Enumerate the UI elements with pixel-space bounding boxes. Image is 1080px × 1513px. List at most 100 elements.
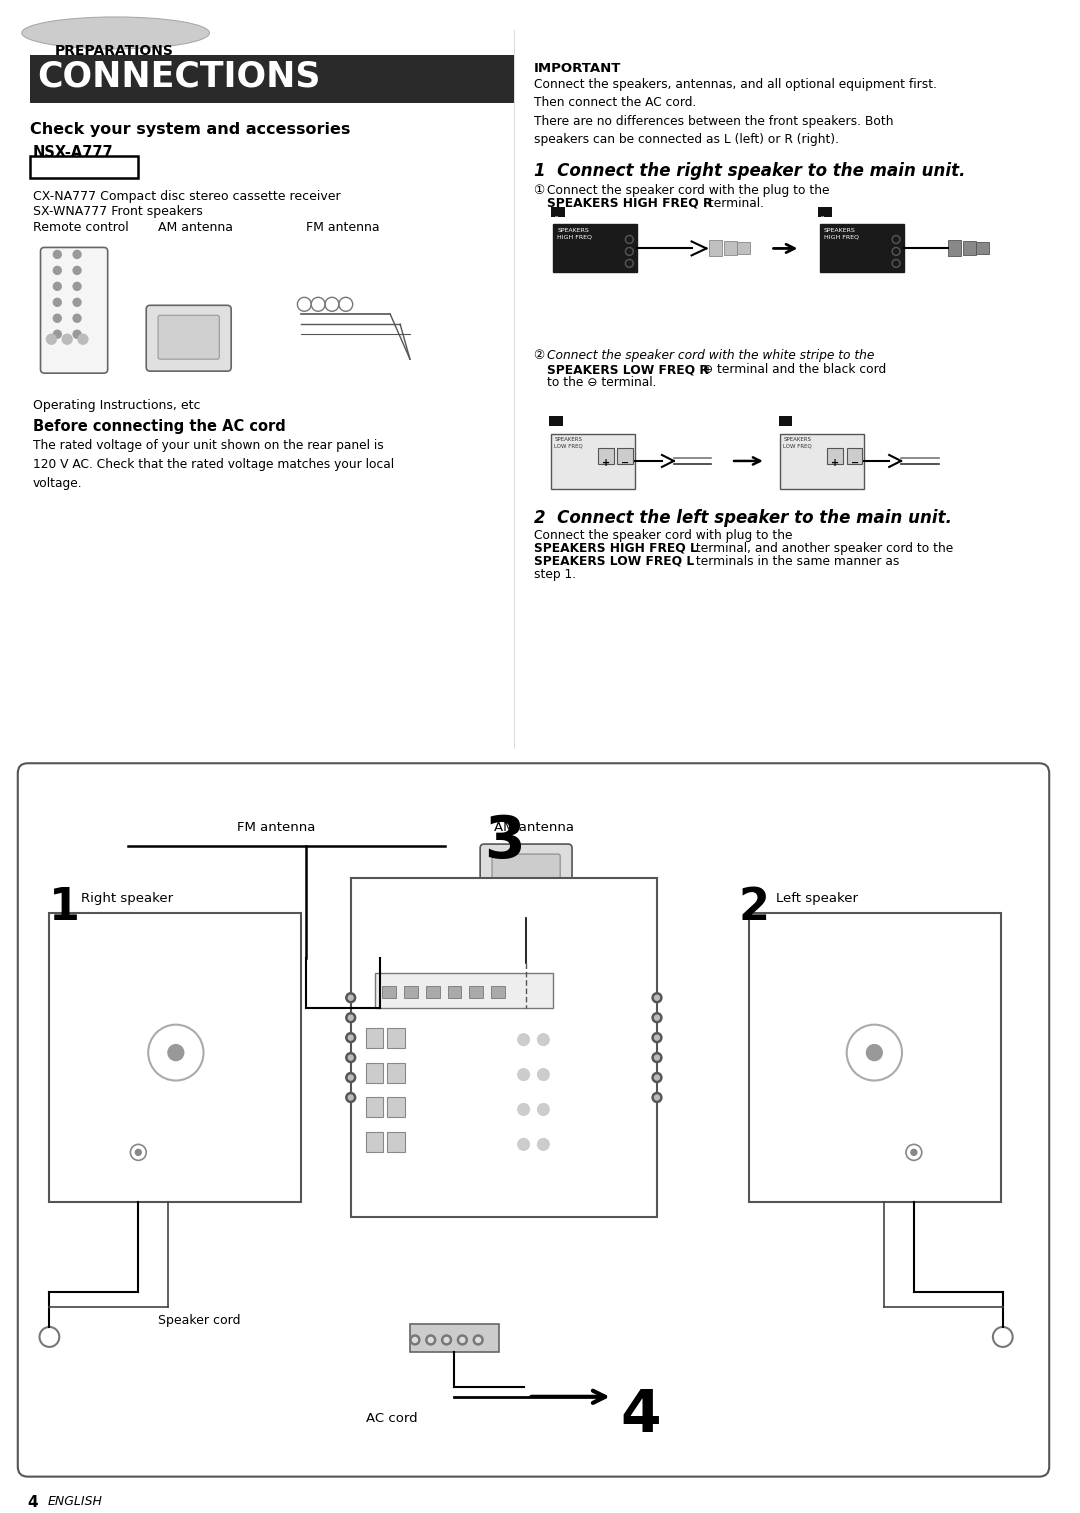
Text: Check your system and accessories: Check your system and accessories <box>29 121 350 136</box>
Text: Left speaker: Left speaker <box>775 893 858 905</box>
Circle shape <box>625 248 633 256</box>
Circle shape <box>893 260 899 266</box>
Text: SPEAKERS LOW FREQ R: SPEAKERS LOW FREQ R <box>548 363 710 377</box>
Circle shape <box>652 1073 662 1082</box>
Text: ②: ② <box>534 350 544 362</box>
Circle shape <box>73 251 81 259</box>
Text: +: + <box>602 458 610 468</box>
Bar <box>50 912 301 1203</box>
Circle shape <box>429 1337 433 1342</box>
FancyBboxPatch shape <box>41 248 108 374</box>
Bar <box>847 448 863 464</box>
Circle shape <box>654 1076 660 1080</box>
Text: Operating Instructions, etc: Operating Instructions, etc <box>32 399 200 412</box>
Bar <box>779 416 793 427</box>
Bar <box>491 986 504 997</box>
Circle shape <box>538 1068 550 1080</box>
FancyBboxPatch shape <box>17 763 1049 1477</box>
Circle shape <box>654 996 660 1000</box>
Text: ①: ① <box>534 183 544 197</box>
Circle shape <box>892 236 900 244</box>
Circle shape <box>654 1055 660 1061</box>
Bar <box>382 986 396 997</box>
Text: 3: 3 <box>484 812 525 870</box>
Circle shape <box>135 1150 141 1156</box>
Circle shape <box>538 1138 550 1150</box>
Circle shape <box>53 283 62 290</box>
Text: Connect the speaker cord with plug to the: Connect the speaker cord with plug to th… <box>534 528 796 542</box>
Text: terminal.: terminal. <box>705 197 765 210</box>
Bar <box>29 156 138 177</box>
Text: AC cord: AC cord <box>365 1412 417 1425</box>
Circle shape <box>654 1015 660 1020</box>
Bar <box>388 1097 405 1118</box>
Text: SPEAKERS HIGH FREQ L: SPEAKERS HIGH FREQ L <box>534 542 698 555</box>
Bar <box>426 986 440 997</box>
Text: Remote control: Remote control <box>32 221 129 235</box>
Text: R: R <box>554 215 558 221</box>
Text: 2  Connect the left speaker to the main unit.: 2 Connect the left speaker to the main u… <box>534 508 951 527</box>
FancyBboxPatch shape <box>492 853 561 909</box>
Circle shape <box>348 1015 353 1020</box>
Circle shape <box>652 993 662 1003</box>
Circle shape <box>652 1053 662 1062</box>
Circle shape <box>654 1035 660 1039</box>
Circle shape <box>73 266 81 274</box>
Text: R: R <box>821 215 825 221</box>
Circle shape <box>626 238 632 242</box>
Circle shape <box>652 1012 662 1023</box>
Circle shape <box>73 298 81 306</box>
Circle shape <box>410 1334 420 1345</box>
Bar <box>365 1027 383 1047</box>
Circle shape <box>444 1337 449 1342</box>
Bar <box>550 416 563 427</box>
Text: Before connecting the AC cord: Before connecting the AC cord <box>32 419 285 434</box>
FancyBboxPatch shape <box>146 306 231 371</box>
Bar <box>365 1062 383 1082</box>
Bar <box>365 1132 383 1153</box>
Circle shape <box>73 330 81 339</box>
Text: ENGLISH: ENGLISH <box>48 1495 103 1507</box>
Circle shape <box>517 1068 529 1080</box>
Text: The rated voltage of your unit shown on the rear panel is
120 V AC. Check that t: The rated voltage of your unit shown on … <box>32 439 394 490</box>
Circle shape <box>346 993 355 1003</box>
Bar <box>818 207 832 216</box>
Bar <box>781 434 864 489</box>
Circle shape <box>517 1103 529 1115</box>
Bar <box>737 242 750 254</box>
Bar <box>618 448 633 464</box>
Circle shape <box>458 1334 468 1345</box>
Text: AM antenna: AM antenna <box>494 822 573 834</box>
Circle shape <box>538 1103 550 1115</box>
Text: Right speaker: Right speaker <box>81 893 173 905</box>
Circle shape <box>473 1334 483 1345</box>
Circle shape <box>346 1033 355 1042</box>
Circle shape <box>475 1337 481 1342</box>
Bar <box>410 1324 499 1353</box>
Bar <box>29 54 514 103</box>
Text: terminals in the same manner as: terminals in the same manner as <box>691 555 899 567</box>
Circle shape <box>892 248 900 256</box>
Circle shape <box>53 315 62 322</box>
Circle shape <box>652 1092 662 1103</box>
Circle shape <box>348 1076 353 1080</box>
Text: 1: 1 <box>50 887 80 929</box>
Circle shape <box>168 1044 184 1061</box>
Circle shape <box>346 1073 355 1082</box>
Text: NSX-A777: NSX-A777 <box>32 145 113 160</box>
Text: 1  Connect the right speaker to the main unit.: 1 Connect the right speaker to the main … <box>534 162 966 180</box>
Circle shape <box>426 1334 435 1345</box>
Circle shape <box>625 259 633 268</box>
Bar <box>351 878 657 1218</box>
Circle shape <box>910 1150 917 1156</box>
Bar <box>470 986 483 997</box>
Circle shape <box>626 260 632 266</box>
Text: step 1.: step 1. <box>534 567 576 581</box>
FancyBboxPatch shape <box>158 315 219 359</box>
Text: −: − <box>621 458 630 468</box>
Text: to the ⊖ terminal.: to the ⊖ terminal. <box>548 377 657 389</box>
Bar <box>447 986 461 997</box>
Bar <box>976 242 989 254</box>
Circle shape <box>626 250 632 254</box>
Bar <box>820 224 904 272</box>
